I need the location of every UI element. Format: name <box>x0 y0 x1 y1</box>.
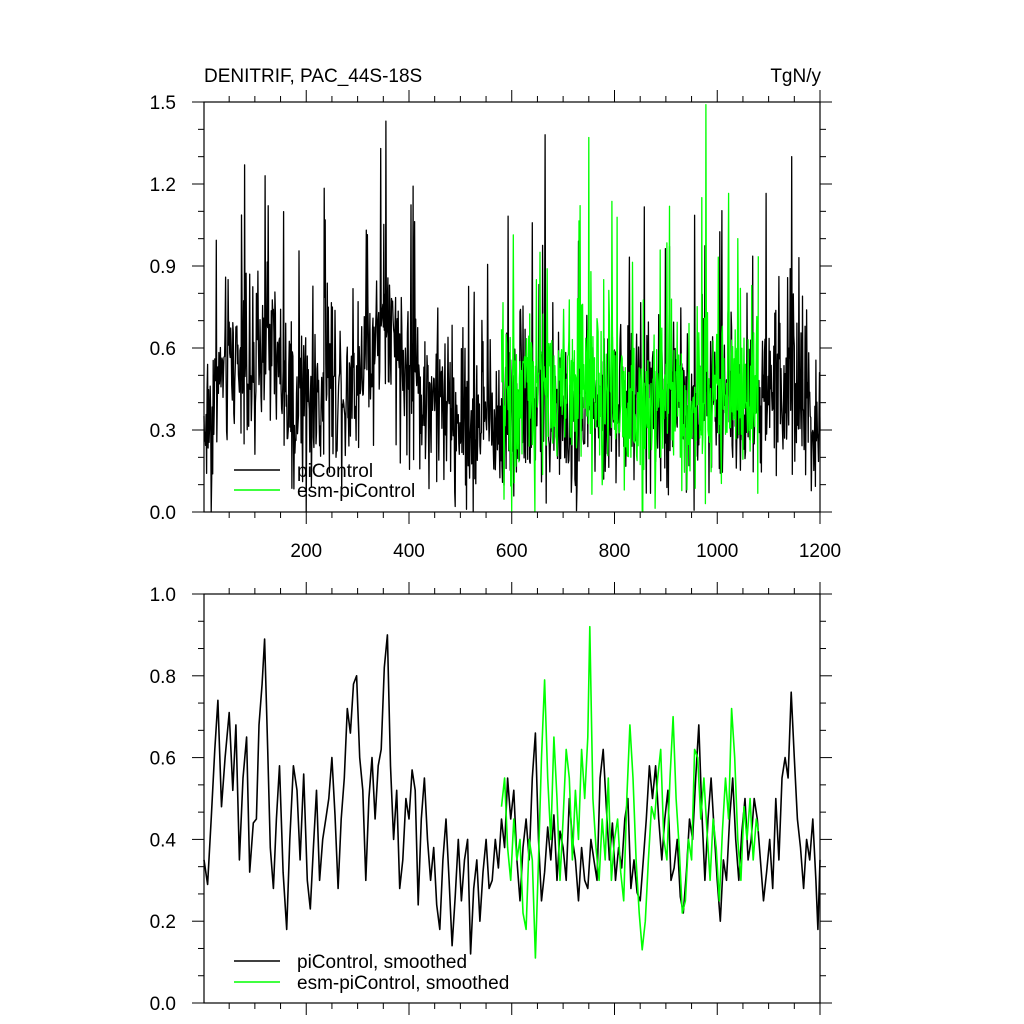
legend-label: esm-piControl <box>297 481 415 502</box>
y-tick-label: 0.3 <box>150 421 176 442</box>
x-tick-label: 600 <box>496 541 528 562</box>
y-tick-label: 1.5 <box>150 93 176 114</box>
x-tick-label: 800 <box>599 541 631 562</box>
series-line-2-2 <box>500 625 760 959</box>
y-tick-label: 0.0 <box>150 503 176 524</box>
legend-label: piControl <box>297 461 373 482</box>
y-tick-label: 1.0 <box>150 585 176 606</box>
y-tick-label: 0.2 <box>150 912 176 933</box>
x-tick-label: 200 <box>290 541 322 562</box>
chart-units: TgN/y <box>770 66 821 87</box>
y-tick-label: 0.6 <box>150 749 176 770</box>
y-tick-label: 0.0 <box>150 994 176 1015</box>
y-tick-label: 0.8 <box>150 667 176 688</box>
series-line-2-1 <box>203 634 821 955</box>
bottom-panel: 0.0 0.2 0.4 0.6 0.8 1.0 piControl, smoothedesm… <box>150 582 832 1015</box>
x-tick-label: 1200 <box>799 541 841 562</box>
top-panel: 0.0 0.3 0.6 0.9 1.2 1.5 200 400 600 800 1000 1200 pi… <box>150 90 841 562</box>
y-tick-label: 0.4 <box>150 830 177 851</box>
x-tick-label: 400 <box>393 541 425 562</box>
chart-title: DENITRIF, PAC_44S-18S <box>204 66 422 87</box>
series-line-1-2 <box>500 104 759 513</box>
legend-label: piControl, smoothed <box>297 952 467 973</box>
y-tick-label: 1.2 <box>150 175 176 196</box>
legend-label: esm-piControl, smoothed <box>297 973 509 994</box>
x-tick-label: 1000 <box>696 541 738 562</box>
y-tick-label: 0.6 <box>150 339 176 360</box>
y-tick-label: 0.9 <box>150 257 176 278</box>
